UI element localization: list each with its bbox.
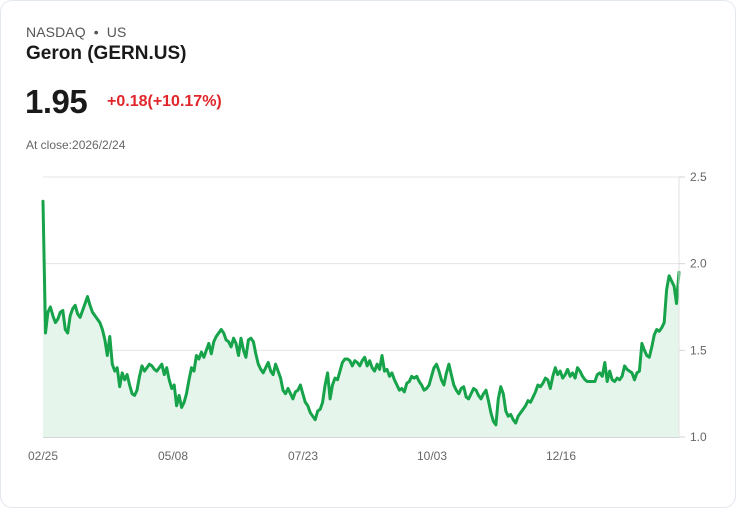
close-date: At close:2026/2/24 [26,138,126,152]
price-area-fill [43,201,679,437]
price-change: +0.18(+10.17%) [107,93,222,110]
x-tick-label: 02/25 [28,449,58,463]
x-tick-label: 12/16 [546,449,576,463]
y-tick-label: 2.5 [690,170,707,184]
x-tick-label: 07/23 [288,449,318,463]
x-tick-label: 10/03 [417,449,447,463]
region-label: US [106,24,127,40]
y-axis-ticks: 2.5 2.0 1.5 1.0 [679,170,707,444]
last-price: 1.95 [25,83,88,120]
stock-name: Geron (GERN.US) [26,43,187,64]
grid-lines [43,176,679,351]
exchange-label: NASDAQ [26,24,86,40]
y-tick-label: 2.0 [690,257,707,271]
exchange-line: NASDAQ • US [26,24,126,40]
x-tick-label: 05/08 [158,449,188,463]
x-axis-ticks: 02/25 05/08 07/23 10/03 12/16 [28,449,576,463]
y-tick-label: 1.0 [690,430,707,444]
price-line[interactable] [41,199,681,427]
separator-dot: • [93,24,99,40]
y-tick-label: 1.5 [690,343,707,357]
